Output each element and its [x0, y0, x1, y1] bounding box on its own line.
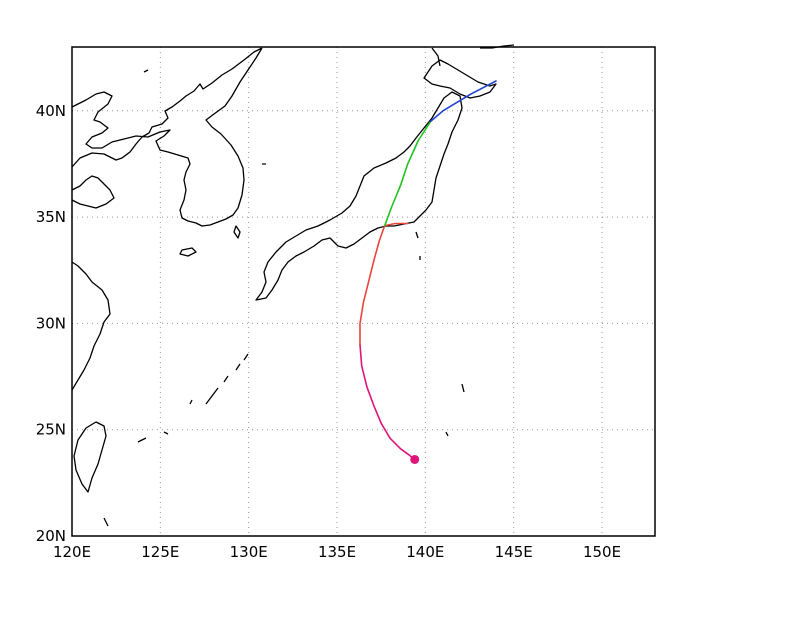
graticule: [72, 47, 655, 536]
lon-tick-label: 140E: [406, 543, 444, 561]
coastline-tsushima: [233, 225, 241, 239]
track-segment: [359, 222, 409, 346]
lon-tick-label: 130E: [230, 543, 268, 561]
coastline-bonin-islands: [445, 383, 465, 437]
lat-tick-label: 25N: [36, 421, 66, 439]
coastline-hokkaido: [423, 59, 497, 99]
lat-tick-label: 30N: [36, 314, 66, 332]
track-segment: [383, 120, 432, 227]
lon-tick-label: 145E: [495, 543, 533, 561]
typhoon-track: [359, 80, 497, 464]
lat-tick-label: 35N: [36, 208, 66, 226]
coastline-asia-mainland: [71, 47, 263, 227]
coastline-honshu: [255, 91, 463, 301]
coastline-taiwan: [73, 421, 107, 493]
coastline-jeju: [179, 247, 197, 257]
coastlines: [71, 44, 515, 527]
lat-tick-label: 40N: [36, 102, 66, 120]
track-segment: [429, 80, 497, 123]
track-segment: [359, 343, 416, 461]
track-start-marker: [410, 454, 420, 464]
lon-tick-label: 120E: [53, 543, 91, 561]
lon-tick-label: 135E: [318, 543, 356, 561]
lon-tick-label: 125E: [141, 543, 179, 561]
coastline-minor-islands: [103, 69, 266, 527]
lon-tick-label: 150E: [583, 543, 621, 561]
lat-tick-label: 20N: [36, 527, 66, 545]
coastline-ryukyu: [189, 353, 249, 405]
axis-labels: 120E 125E 130E 135E 140E 145E 150E 20N 25N 30N 35N…: [36, 102, 621, 561]
coastline-izu-islands: [415, 231, 421, 260]
coastline-china: [71, 175, 115, 391]
map-frame: [71, 46, 656, 537]
